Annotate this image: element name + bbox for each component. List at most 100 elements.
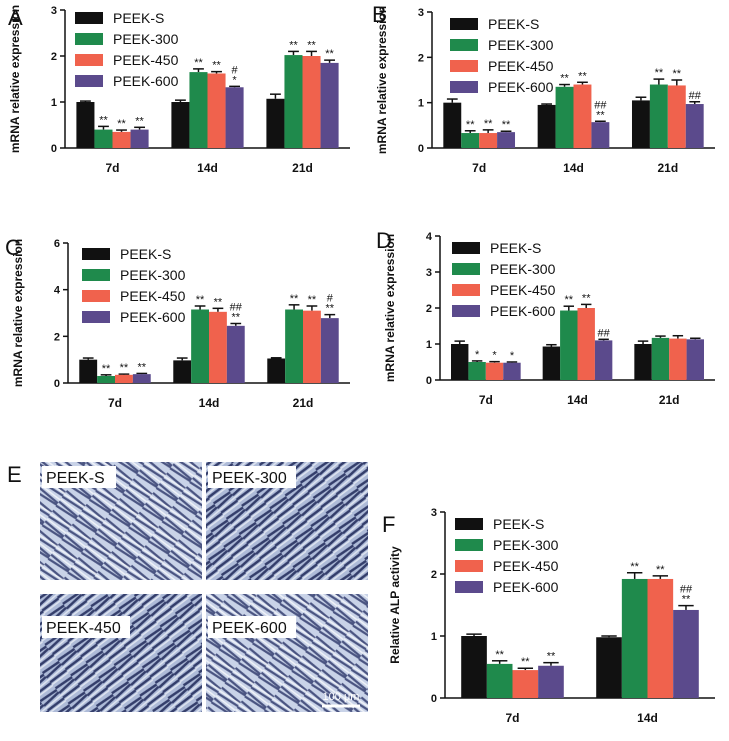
bar [302, 56, 321, 148]
bar [285, 309, 303, 383]
significance-mark: ** [655, 67, 664, 79]
x-tick-label: 21d [657, 161, 678, 175]
y-tick-label: 0 [426, 375, 432, 387]
legend-swatch [82, 248, 110, 260]
significance-mark: ## [230, 302, 243, 314]
significance-mark: ## [598, 327, 611, 339]
legend-swatch [452, 242, 480, 254]
significance-mark: ** [212, 60, 221, 72]
x-tick-label: 21d [292, 161, 313, 175]
y-axis-label: mRNA relative expression [8, 5, 22, 153]
significance-mark: ** [565, 294, 574, 306]
legend-swatch [455, 539, 483, 551]
y-tick-label: 3 [426, 267, 432, 279]
legend-swatch [75, 54, 103, 66]
y-tick-label: 2 [426, 303, 432, 315]
label-box [42, 616, 130, 638]
bar [468, 362, 486, 380]
bar [560, 310, 578, 380]
significance-mark: # [327, 293, 334, 305]
significance-mark: ** [307, 39, 316, 51]
bar [631, 100, 650, 148]
bar [634, 344, 652, 380]
significance-mark: ** [673, 68, 682, 80]
y-tick-label: 2 [418, 52, 424, 64]
x-tick-label: 7d [479, 393, 493, 407]
significance-mark: ** [120, 362, 129, 374]
panel-letter: A [8, 5, 23, 30]
bar [621, 578, 648, 698]
bar [577, 308, 595, 380]
bar [94, 129, 113, 148]
legend-label: PEEK-600 [488, 79, 554, 95]
significance-mark: ** [521, 656, 530, 668]
label-box [42, 466, 116, 488]
significance-mark: ** [214, 296, 223, 308]
bar [132, 374, 151, 383]
panel-letter: E [7, 462, 22, 487]
bar [173, 360, 192, 383]
micrograph [206, 594, 368, 712]
legend-swatch [75, 33, 103, 45]
bar [191, 309, 209, 383]
y-tick-label: 3 [431, 507, 437, 519]
bar [97, 376, 115, 383]
image-label: PEEK-600 [212, 620, 287, 637]
legend-label: PEEK-S [113, 10, 164, 26]
significance-mark: ** [308, 294, 317, 306]
bar [76, 102, 95, 148]
bar [555, 86, 574, 148]
y-axis-label: mRNA relative expression [11, 239, 25, 387]
bar [451, 344, 469, 380]
significance-mark: ** [484, 118, 493, 130]
legend-label: PEEK-600 [490, 303, 556, 319]
y-tick-label: 1 [418, 98, 424, 110]
legend-swatch [450, 60, 478, 72]
significance-mark: ** [466, 119, 475, 131]
legend-swatch [82, 290, 110, 302]
bar [591, 122, 610, 148]
bar [647, 578, 674, 698]
bar [538, 665, 564, 698]
y-tick-label: 0 [54, 378, 60, 390]
significance-mark: ** [495, 649, 504, 661]
y-tick-label: 3 [418, 7, 424, 19]
y-tick-label: 2 [54, 331, 60, 343]
image-label: PEEK-450 [46, 620, 121, 637]
legend-label: PEEK-450 [488, 58, 554, 74]
significance-mark: ** [630, 561, 639, 573]
bar [284, 55, 303, 148]
image-label: PEEK-300 [212, 470, 287, 487]
bar [267, 358, 286, 383]
significance-mark: ## [594, 99, 607, 111]
legend-label: PEEK-300 [490, 261, 556, 277]
legend-swatch [455, 581, 483, 593]
legend-swatch [455, 560, 483, 572]
significance-mark: # [232, 64, 239, 76]
bar [542, 346, 561, 380]
panel-letter: B [372, 2, 387, 27]
significance-mark: ## [680, 584, 693, 596]
legend-label: PEEK-450 [120, 288, 186, 304]
bar [649, 84, 668, 148]
significance-mark: ** [682, 594, 691, 606]
legend-label: PEEK-300 [113, 31, 179, 47]
legend-swatch [455, 518, 483, 530]
significance-mark: ** [582, 292, 591, 304]
significance-mark: ** [656, 564, 665, 576]
legend-swatch [450, 18, 478, 30]
significance-mark: ** [502, 119, 511, 131]
y-tick-label: 3 [51, 5, 57, 17]
bar [115, 374, 133, 383]
legend-swatch [82, 311, 110, 323]
y-tick-label: 2 [51, 51, 57, 63]
label-box [208, 466, 296, 488]
bar [112, 131, 131, 148]
x-tick-label: 7d [105, 161, 119, 175]
micrograph [40, 594, 202, 712]
y-tick-label: 0 [51, 143, 57, 155]
significance-mark: ** [325, 48, 334, 60]
y-tick-label: 1 [51, 97, 57, 109]
legend-label: PEEK-300 [488, 37, 554, 53]
